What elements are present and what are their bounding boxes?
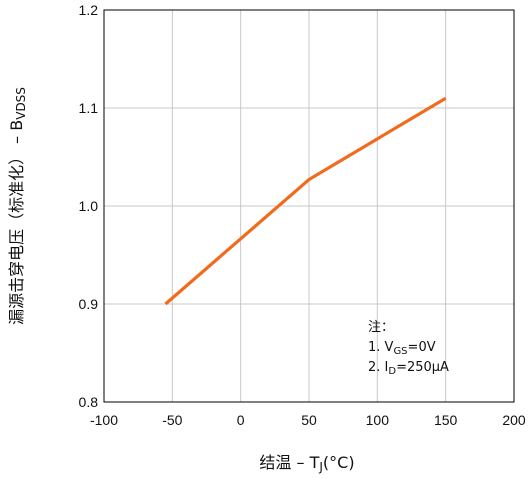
series-layer: [164, 96, 447, 306]
y-axis-title: 漏源击穿电压（标准化） – BVDSS: [7, 87, 28, 325]
note-box: 注： 1. VGS=0V 2. ID=250µA: [368, 320, 449, 377]
x-tick-label: 0: [237, 412, 245, 428]
x-tick-label: -100: [90, 412, 118, 428]
x-tick-label: -50: [162, 412, 182, 428]
x-tick-label: 100: [366, 412, 390, 428]
note-line-1: 1. VGS=0V: [368, 340, 436, 357]
x-tick-label: 200: [502, 412, 526, 428]
series-line-0: [164, 96, 447, 306]
y-tick-label: 1.0: [79, 198, 99, 214]
x-tick-labels: -100 -50 0 50 100 150 200: [90, 412, 526, 428]
x-tick-label: 150: [434, 412, 458, 428]
y-tick-label: 0.8: [79, 394, 99, 410]
y-tick-labels: 0.8 0.9 1.0 1.1 1.2: [79, 2, 99, 410]
note-line-2: 2. ID=250µA: [368, 360, 449, 377]
note-title: 注：: [368, 320, 394, 335]
y-tick-label: 1.1: [79, 100, 99, 116]
plot-frame: [103, 9, 515, 403]
y-tick-label: 0.9: [79, 296, 99, 312]
x-axis-title: 结温 – TJ(°C): [259, 453, 354, 474]
y-tick-label: 1.2: [79, 2, 99, 18]
x-tick-label: 50: [301, 412, 317, 428]
